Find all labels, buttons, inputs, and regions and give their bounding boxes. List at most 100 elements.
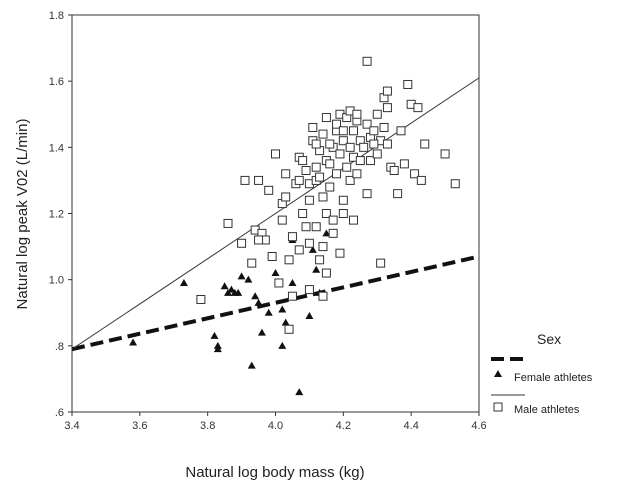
x-tick-label: 4.2	[336, 420, 351, 432]
male-athlete-point	[382, 103, 392, 113]
male-athlete-point	[277, 215, 287, 225]
male-athlete-point	[321, 209, 331, 218]
y-tick-label: .8	[55, 341, 64, 353]
data-points	[129, 56, 460, 396]
male-athlete-point	[342, 162, 352, 172]
male-athlete-point	[237, 238, 247, 248]
male-athlete-point	[264, 185, 274, 195]
male-athlete-point	[247, 258, 257, 268]
male-athlete-point	[294, 245, 304, 255]
male-athlete-point	[311, 222, 321, 232]
male-athlete-point	[315, 255, 325, 265]
y-axis-title: Natural log peak V02 (L/min)	[14, 119, 31, 310]
male-athlete-point	[335, 149, 345, 159]
male-athlete-point	[325, 139, 335, 149]
female-athlete-point	[247, 361, 256, 369]
male-athlete-point	[267, 252, 277, 262]
y-axis: .6 .8 1.0 1.2 1.4 1.6 1.8	[49, 10, 72, 419]
male-athlete-point	[450, 179, 460, 189]
male-athlete-point	[338, 195, 348, 205]
female-athlete-point	[278, 341, 287, 349]
x-axis-title: Natural log body mass (kg)	[185, 464, 364, 481]
male-athlete-point	[338, 136, 348, 146]
female-athlete-point	[288, 278, 297, 286]
male-athlete-point	[318, 242, 328, 252]
male-athlete-point	[416, 175, 426, 185]
male-athlete-point	[281, 169, 291, 179]
male-athlete-point	[345, 175, 355, 185]
male-athlete-point	[369, 126, 379, 136]
male-athlete-point	[372, 149, 382, 159]
x-axis: 3.4 3.6 3.8 4.0 4.2 4.4 4.6	[64, 412, 487, 432]
male-athlete-point	[254, 175, 264, 185]
fit-lines	[71, 77, 480, 352]
x-tick-label: 3.6	[132, 420, 147, 432]
male-athlete-point	[389, 165, 399, 175]
female-athlete-point	[305, 312, 314, 320]
male-athlete-point	[321, 113, 331, 123]
female-athlete-point	[322, 229, 331, 237]
legend-female-marker	[494, 370, 502, 377]
female-athlete-point	[234, 288, 243, 296]
male-athlete-point	[352, 109, 362, 119]
male-athlete-point	[379, 122, 389, 132]
x-tick-label: 4.4	[404, 420, 419, 432]
male-athlete-point	[369, 139, 379, 149]
male-athlete-point	[304, 238, 314, 248]
male-athlete-point	[240, 175, 250, 185]
male-athlete-point	[325, 159, 335, 169]
male-athlete-point	[403, 79, 413, 89]
male-athlete-point	[399, 159, 409, 169]
x-tick-label: 4.0	[268, 420, 283, 432]
male-athlete-point	[318, 291, 328, 301]
y-tick-label: 1.0	[49, 275, 64, 287]
male-fit-line	[71, 77, 480, 350]
male-athlete-point	[311, 139, 321, 149]
male-athlete-point	[315, 172, 325, 182]
female-athlete-point	[244, 275, 253, 283]
female-athlete-point	[179, 278, 188, 286]
y-tick-label: 1.2	[49, 209, 64, 221]
male-athlete-point	[355, 156, 365, 166]
female-athlete-point	[295, 388, 304, 396]
male-athlete-point	[440, 149, 450, 159]
male-athlete-point	[281, 192, 291, 202]
legend-male-marker	[493, 402, 503, 412]
male-athlete-point	[328, 215, 338, 225]
y-tick-label: 1.4	[49, 142, 64, 154]
female-fit-line	[71, 254, 480, 352]
male-athlete-point	[311, 162, 321, 172]
male-athlete-point	[393, 189, 403, 199]
female-athlete-point	[278, 305, 287, 313]
male-athlete-point	[382, 86, 392, 96]
legend-label-female: Female athletes	[514, 372, 593, 384]
male-athlete-point	[396, 126, 406, 136]
male-athlete-point	[349, 215, 359, 225]
male-athlete-point	[332, 169, 342, 179]
male-athlete-point	[318, 129, 328, 139]
female-athlete-point	[213, 345, 222, 353]
male-athlete-point	[413, 103, 423, 113]
male-athlete-point	[362, 56, 372, 66]
male-athlete-point	[352, 169, 362, 179]
male-athlete-point	[420, 139, 430, 149]
male-athlete-point	[274, 278, 284, 288]
y-tick-label: 1.6	[49, 76, 64, 88]
female-athlete-point	[254, 298, 263, 306]
female-athlete-point	[257, 328, 266, 336]
x-tick-label: 3.4	[64, 420, 79, 432]
male-athlete-point	[332, 119, 342, 129]
male-athlete-point	[359, 142, 369, 152]
male-athlete-point	[335, 248, 345, 258]
male-athlete-point	[365, 156, 375, 166]
male-athlete-point	[338, 209, 348, 218]
male-athlete-point	[410, 169, 420, 179]
male-athlete-point	[362, 189, 372, 199]
male-athlete-point	[372, 109, 382, 119]
male-athlete-point	[254, 235, 264, 245]
male-athlete-point	[328, 228, 338, 238]
male-athlete-point	[382, 139, 392, 149]
male-athlete-point	[301, 165, 311, 175]
y-tick-label: 1.8	[49, 10, 64, 22]
